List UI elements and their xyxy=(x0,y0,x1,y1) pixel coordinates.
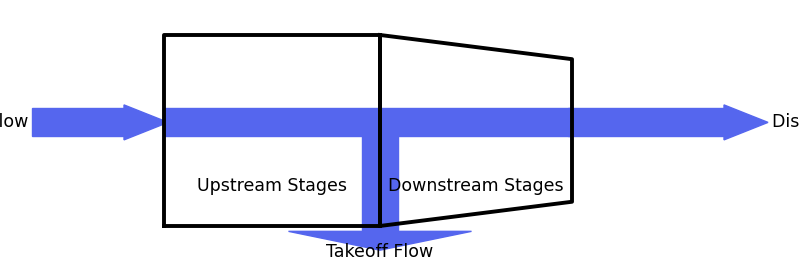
Text: Discharge Flow: Discharge Flow xyxy=(772,114,800,131)
Polygon shape xyxy=(32,108,124,136)
Polygon shape xyxy=(568,108,724,136)
Text: Upstream Stages: Upstream Stages xyxy=(197,177,347,194)
Text: Takeoff Flow: Takeoff Flow xyxy=(326,243,434,261)
Text: Downstream Stages: Downstream Stages xyxy=(388,177,564,194)
Polygon shape xyxy=(289,231,471,250)
FancyArrow shape xyxy=(164,108,572,136)
Polygon shape xyxy=(362,122,398,231)
Text: Suction Flow: Suction Flow xyxy=(0,114,28,131)
Polygon shape xyxy=(124,105,168,140)
Polygon shape xyxy=(724,105,768,140)
